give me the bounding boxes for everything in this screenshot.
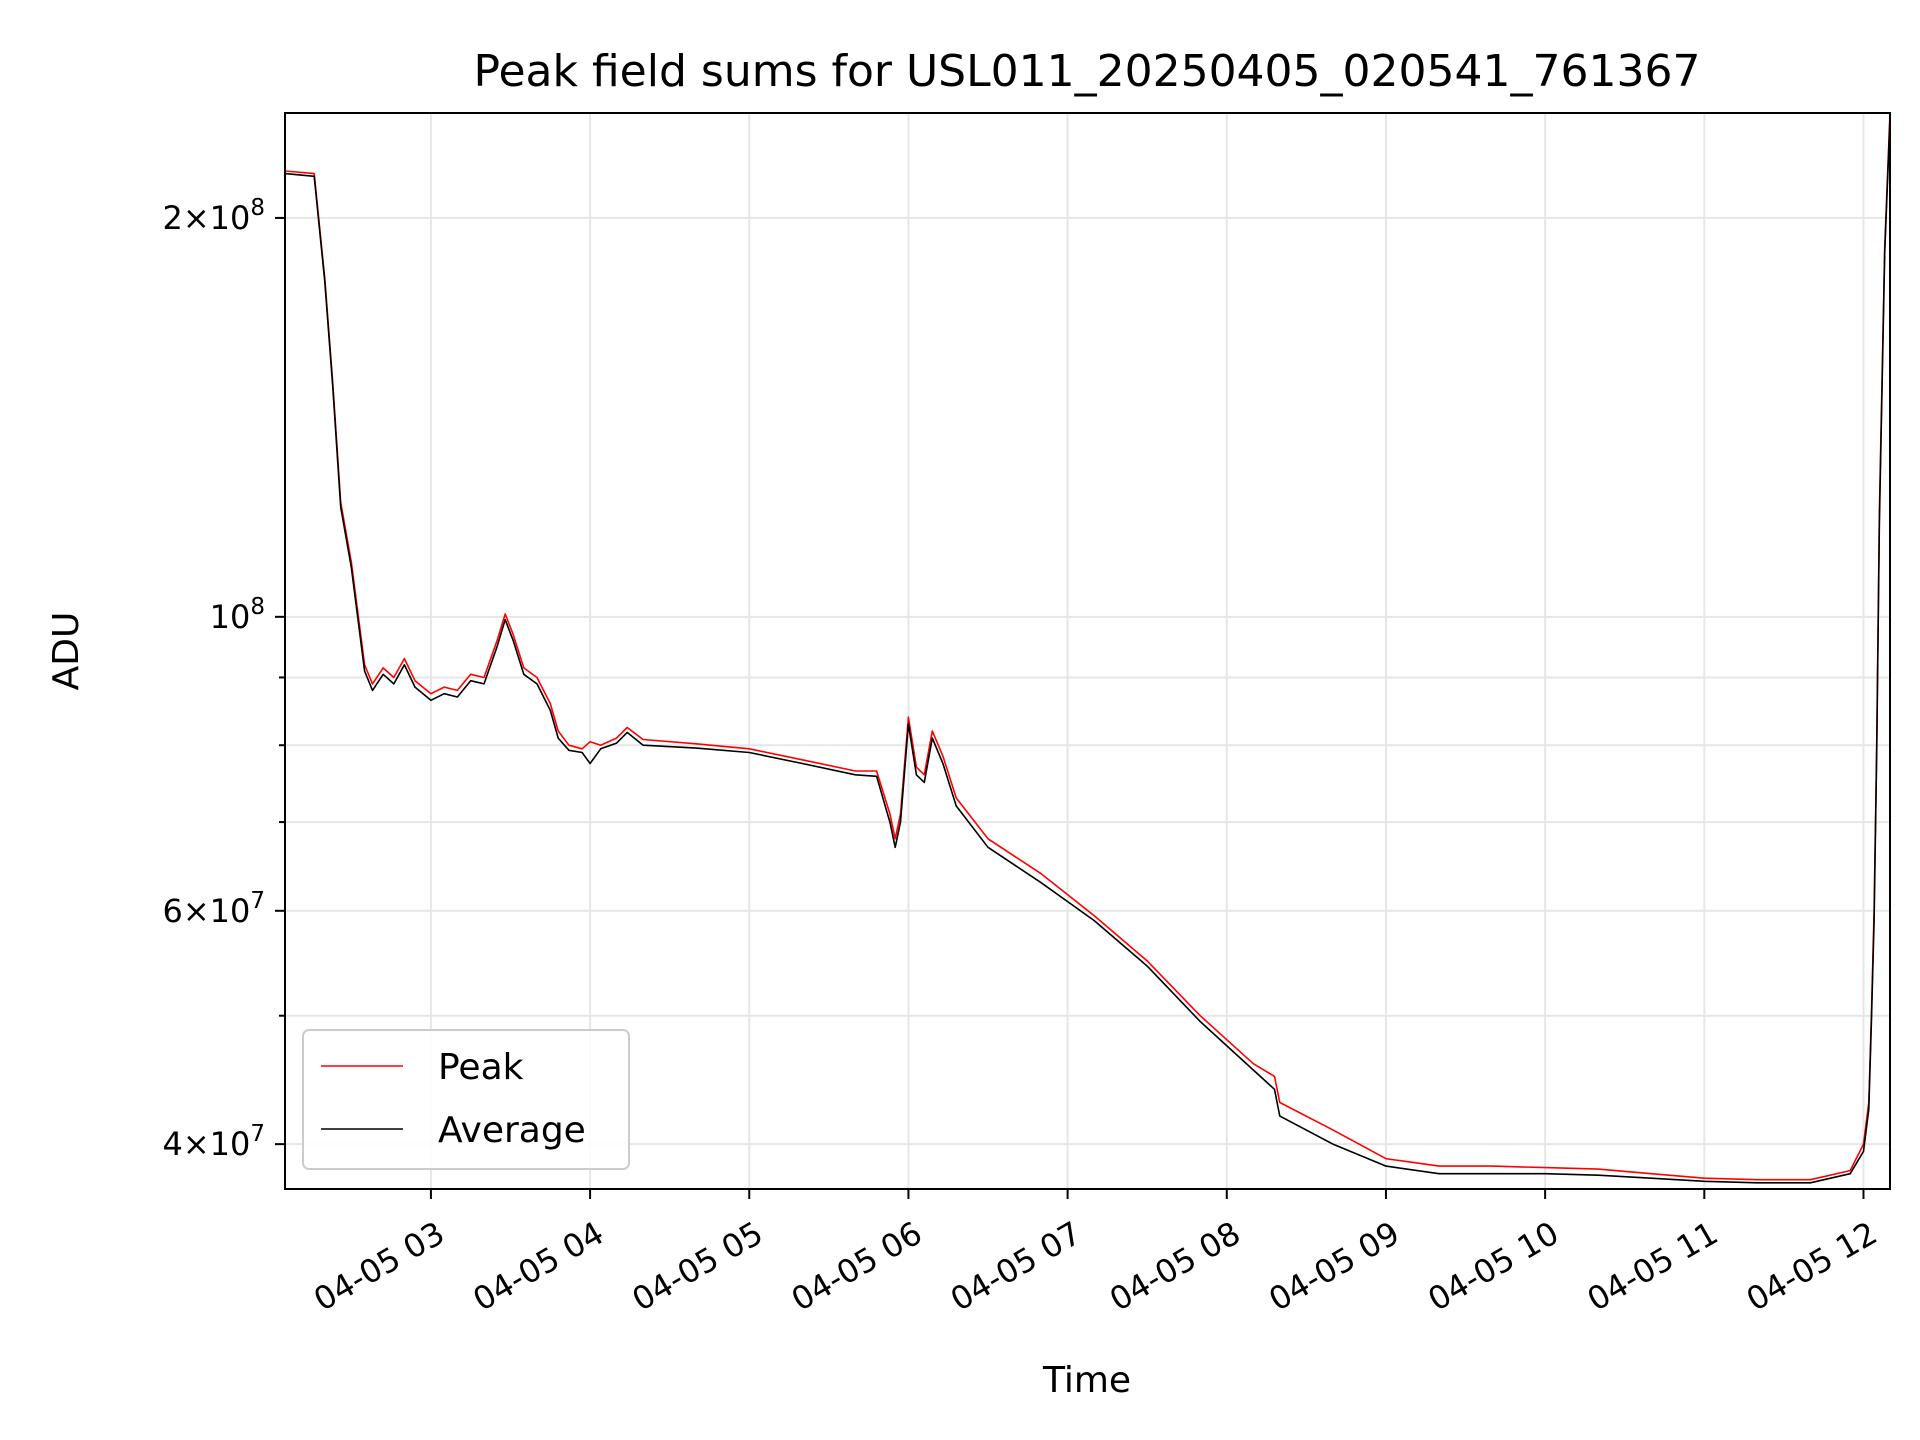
series-line-peak bbox=[285, 113, 1890, 1181]
legend-box bbox=[302, 1029, 630, 1170]
series-group bbox=[285, 113, 1890, 1184]
y-tick-label: 2×108 bbox=[162, 195, 265, 237]
x-axis-label: Time bbox=[1042, 1360, 1131, 1401]
y-axis-label: ADU bbox=[46, 612, 87, 691]
y-axis: 4×107 6×107 108 2×108 bbox=[162, 195, 285, 1163]
y-tick-label: 108 bbox=[210, 594, 265, 636]
y-tick-label: 4×107 bbox=[162, 1121, 265, 1163]
legend-label-average: Average bbox=[438, 1110, 586, 1151]
series-line-average bbox=[285, 117, 1890, 1184]
legend: Peak Average bbox=[302, 1029, 630, 1170]
plot-frame bbox=[284, 112, 1891, 1190]
legend-label-peak: Peak bbox=[438, 1047, 524, 1088]
y-tick-label: 6×107 bbox=[162, 888, 265, 930]
chart-title: Peak field sums for USL011_20250405_0205… bbox=[474, 46, 1701, 97]
